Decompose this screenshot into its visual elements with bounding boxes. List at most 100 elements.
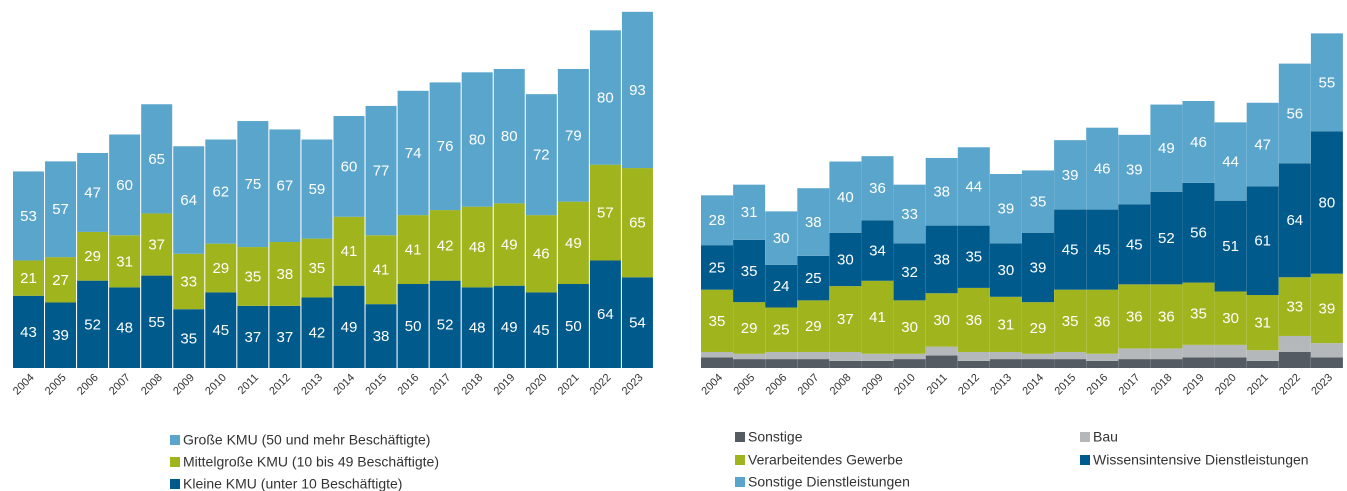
data-label: 30 [933,312,950,329]
bar-segment [1246,102,1279,187]
data-label: 29 [805,318,822,335]
data-label: 39 [52,327,69,344]
data-label: 33 [180,273,197,290]
x-tick-label: 2015 [363,372,389,398]
bar-segment [205,243,237,293]
data-label: 55 [148,314,165,331]
data-label: 80 [469,131,486,148]
bar-segment [1278,335,1311,352]
data-label: 38 [933,184,950,201]
bar-segment [397,90,429,216]
data-label: 30 [1222,310,1239,327]
x-tick-label: 2005 [731,372,757,398]
data-label: 44 [1222,153,1239,170]
bar-segment [1278,277,1311,336]
bar-segment [861,353,894,361]
bar-segment [493,285,525,368]
data-label: 31 [741,204,758,221]
data-label: 35 [709,313,726,330]
data-label: 29 [1030,320,1047,337]
bar-segment [493,203,525,286]
bar-segment [205,292,237,368]
bar-segment [461,206,493,288]
bar-segment [893,359,926,368]
bar-segment [77,280,109,368]
data-label: 75 [245,176,262,193]
bar-segment [429,210,461,281]
bar-segment [237,305,269,368]
data-label: 38 [277,266,294,283]
legend-swatch [170,435,180,445]
bar-segment [765,351,798,360]
data-label: 55 [1319,74,1336,91]
x-tick-label: 2019 [492,372,518,398]
bar-segment [1310,273,1343,344]
data-label: 35 [1062,313,1079,330]
x-tick-label: 2019 [1181,372,1207,398]
data-label: 57 [597,205,614,222]
bar-segment [237,121,269,248]
x-tick-label: 2004 [11,372,37,398]
data-label: 39 [1030,259,1047,276]
bar-segment [333,285,365,368]
x-tick-label: 2021 [1245,372,1271,398]
data-label: 41 [405,242,422,259]
x-tick-label: 2014 [1020,372,1046,398]
data-label: 42 [437,237,454,254]
data-label: 30 [837,251,854,268]
data-label: 49 [1158,140,1175,157]
bar-segment [957,351,990,361]
data-label: 64 [1286,212,1303,229]
x-tick-label: 2007 [107,372,133,398]
bar-segment [989,173,1022,244]
bar-segment [1310,357,1343,368]
bar-segment [1022,353,1054,360]
legend-label: Sonstige Dienstleistungen [748,474,910,490]
bar-segment [365,105,397,236]
data-label: 34 [869,242,886,259]
data-label: 30 [901,319,918,336]
bar-segment [493,68,525,204]
data-label: 39 [998,201,1015,218]
bar-segment [797,255,830,301]
x-tick-label: 2011 [925,372,950,397]
data-label: 35 [741,263,758,280]
bar-segment [269,242,301,306]
bar-segment [925,225,958,294]
data-label: 53 [20,208,37,225]
x-tick-label: 2022 [588,372,614,398]
x-tick-label: 2018 [1149,372,1175,398]
bar-segment [589,30,621,165]
data-label: 36 [869,180,886,197]
bar-segment [829,351,862,361]
x-tick-label: 2018 [460,372,486,398]
data-label: 30 [998,262,1015,279]
data-label: 49 [341,319,358,336]
bar-segment [893,184,926,244]
legend-swatch [735,432,745,442]
bar-segment [397,215,429,284]
data-label: 24 [773,278,790,295]
x-tick-label: 2006 [764,372,790,398]
data-label: 25 [805,270,822,287]
bar-segment [45,302,77,368]
data-label: 45 [212,322,229,339]
data-label: 61 [1254,233,1271,250]
x-tick-label: 2010 [892,372,918,398]
bar-segment [1118,134,1151,205]
data-label: 52 [84,316,101,333]
data-label: 72 [533,147,550,164]
bar-segment [301,238,333,298]
data-label: 36 [1094,314,1111,331]
bar-segment [141,213,173,276]
data-label: 93 [629,82,646,99]
bar-segment [621,168,653,278]
data-label: 37 [837,311,854,328]
data-label: 50 [565,318,582,335]
bar-segment [1182,344,1215,358]
bar-segment [1214,200,1247,292]
bar-segment [525,292,557,368]
bar-segment [1118,204,1151,285]
bar-segment [269,305,301,368]
